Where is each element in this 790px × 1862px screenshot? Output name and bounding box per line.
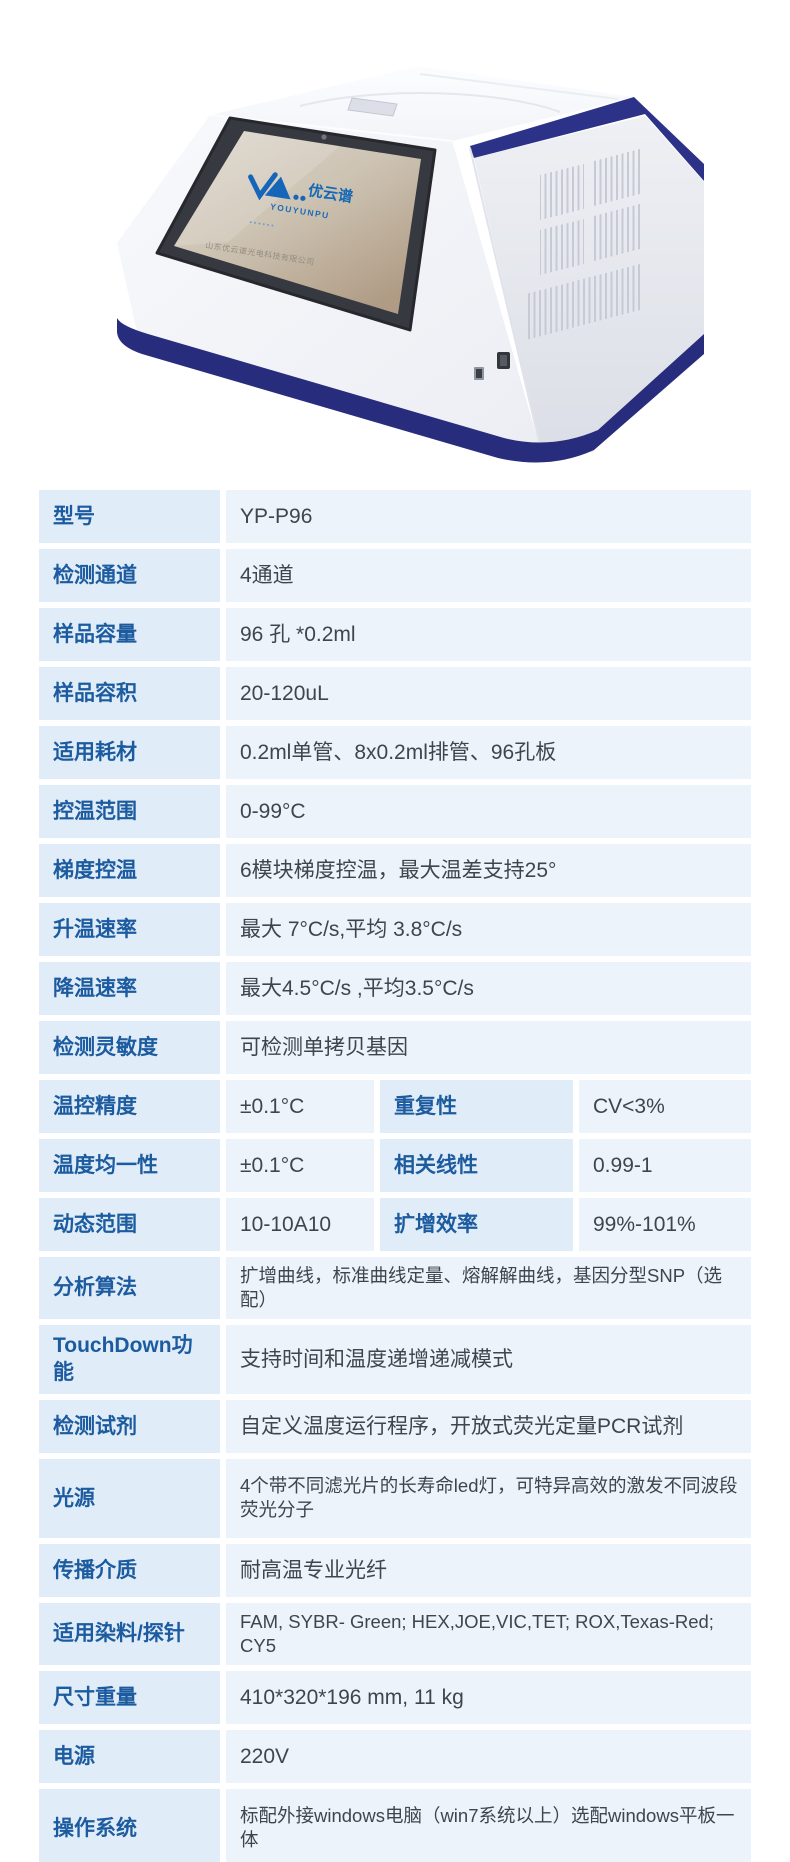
spec-row-gradient-control: 梯度控温 6模块梯度控温，最大温差支持25° bbox=[39, 844, 751, 897]
spec-label: 检测灵敏度 bbox=[39, 1021, 220, 1074]
spec-label: 样品容量 bbox=[39, 608, 220, 661]
logo-a-mark-icon bbox=[264, 176, 291, 200]
spec-row-analysis-algorithms: 分析算法 扩增曲线，标准曲线定量、熔解解曲线，基因分型SNP（选配） bbox=[39, 1257, 751, 1320]
spec-label: 型号 bbox=[39, 490, 220, 543]
spec-value: 96 孔 *0.2ml bbox=[226, 608, 751, 661]
spec-value: 0-99°C bbox=[226, 785, 751, 838]
vent-grille bbox=[540, 164, 584, 220]
spec-value: CV<3% bbox=[579, 1080, 751, 1133]
spec-value: 自定义温度运行程序，开放式荧光定量PCR试剂 bbox=[226, 1399, 751, 1453]
spec-row-light-source: 光源 4个带不同滤光片的长寿命led灯，可特异高效的激发不同波段荧光分子 bbox=[39, 1458, 751, 1538]
spec-label: 分析算法 bbox=[39, 1257, 220, 1320]
spec-row-cooling-rate: 降温速率 最大4.5°C/s ,平均3.5°C/s bbox=[39, 962, 751, 1015]
logo-dot-icon bbox=[300, 195, 306, 201]
spec-label: 检测通道 bbox=[39, 549, 220, 602]
spec-value: 0.99-1 bbox=[579, 1139, 751, 1192]
spec-value: FAM, SYBR- Green; HEX,JOE,VIC,TET; ROX,T… bbox=[226, 1602, 751, 1665]
spec-row-sensitivity: 检测灵敏度 可检测单拷贝基因 bbox=[39, 1021, 751, 1074]
top-edge-highlight bbox=[209, 114, 453, 142]
spec-label: 梯度控温 bbox=[39, 844, 220, 897]
camera-dot bbox=[321, 134, 327, 140]
spec-row-sample-capacity: 样品容量 96 孔 *0.2ml bbox=[39, 608, 751, 661]
spec-value: 4通道 bbox=[226, 549, 751, 602]
spec-label: TouchDown功能 bbox=[39, 1325, 220, 1394]
spec-label: 光源 bbox=[39, 1458, 220, 1538]
side-port-inner bbox=[500, 355, 507, 366]
spec-value: 最大 7°C/s,平均 3.8°C/s bbox=[226, 903, 751, 956]
spec-label: 扩增效率 bbox=[380, 1198, 573, 1251]
logo-dot-icon bbox=[293, 194, 299, 200]
touch-screen[interactable] bbox=[174, 131, 421, 314]
product-image: 优云谱 YOUYUNPU • • • • • • 山东优云谱光电科技有限公司 bbox=[0, 0, 790, 470]
spec-label: 控温范围 bbox=[39, 785, 220, 838]
spec-row-temp-range: 控温范围 0-99°C bbox=[39, 785, 751, 838]
spec-row-dyes-probes: 适用染料/探针 FAM, SYBR- Green; HEX,JOE,VIC,TE… bbox=[39, 1602, 751, 1665]
spec-value: 410*320*196 mm, 11 kg bbox=[226, 1670, 751, 1724]
spec-value: 标配外接windows电脑（win7系统以上）选配windows平板一体 bbox=[226, 1788, 751, 1862]
spec-value: 20-120uL bbox=[226, 667, 751, 720]
spec-row-medium: 传播介质 耐高温专业光纤 bbox=[39, 1543, 751, 1597]
spec-table: 型号 YP-P96 检测通道 4通道 样品容量 96 孔 *0.2ml 样品容积… bbox=[39, 490, 751, 1862]
blue-edge-stripe bbox=[470, 97, 704, 181]
spec-value: 4个带不同滤光片的长寿命led灯，可特异高效的激发不同波段荧光分子 bbox=[226, 1458, 751, 1538]
spec-label: 升温速率 bbox=[39, 903, 220, 956]
spec-row-model: 型号 YP-P96 bbox=[39, 490, 751, 543]
spec-value: ±0.1°C bbox=[226, 1139, 374, 1192]
device-top-face bbox=[210, 66, 634, 141]
spec-row-reagents: 检测试剂 自定义温度运行程序，开放式荧光定量PCR试剂 bbox=[39, 1399, 751, 1453]
spec-value: ±0.1°C bbox=[226, 1080, 374, 1133]
spec-label: 检测试剂 bbox=[39, 1399, 220, 1453]
logo-v-mark-icon bbox=[248, 172, 278, 201]
vent-grille bbox=[526, 264, 640, 340]
face-edge-line bbox=[469, 147, 541, 447]
spec-label: 相关线性 bbox=[380, 1139, 573, 1192]
spec-label: 电源 bbox=[39, 1729, 220, 1783]
spec-value: 220V bbox=[226, 1729, 751, 1783]
spec-value: YP-P96 bbox=[226, 490, 751, 543]
spec-label: 适用染料/探针 bbox=[39, 1602, 220, 1665]
spec-row-power: 电源 220V bbox=[39, 1729, 751, 1783]
spec-value: 99%-101% bbox=[579, 1198, 751, 1251]
vent-grille bbox=[540, 219, 584, 275]
spec-label: 尺寸重量 bbox=[39, 1670, 220, 1724]
spec-label: 动态范围 bbox=[39, 1198, 220, 1251]
spec-label: 重复性 bbox=[380, 1080, 573, 1133]
spec-label: 传播介质 bbox=[39, 1543, 220, 1597]
spec-row-uniformity-linearity: 温度均一性 ±0.1°C 相关线性 0.99-1 bbox=[39, 1139, 751, 1192]
lid-handle bbox=[347, 97, 398, 117]
spec-row-heating-rate: 升温速率 最大 7°C/s,平均 3.8°C/s bbox=[39, 903, 751, 956]
lid-seam bbox=[299, 92, 561, 113]
spec-row-accuracy-repeatability: 温控精度 ±0.1°C 重复性 CV<3% bbox=[39, 1080, 751, 1133]
spec-label: 降温速率 bbox=[39, 962, 220, 1015]
spec-value: 耐高温专业光纤 bbox=[226, 1543, 751, 1597]
spec-value: 0.2ml单管、8x0.2ml排管、96孔板 bbox=[226, 726, 751, 779]
pcr-device-illustration: 优云谱 YOUYUNPU • • • • • • 山东优云谱光电科技有限公司 bbox=[117, 66, 704, 463]
spec-label: 温度均一性 bbox=[39, 1139, 220, 1192]
lid-seam-2 bbox=[419, 73, 619, 100]
spec-row-detection-channels: 检测通道 4通道 bbox=[39, 549, 751, 602]
vent-grille bbox=[594, 204, 640, 261]
spec-value: 可检测单拷贝基因 bbox=[226, 1021, 751, 1074]
spec-value: 6模块梯度控温，最大温差支持25° bbox=[226, 844, 751, 897]
spec-label: 适用耗材 bbox=[39, 726, 220, 779]
usb-port-inner bbox=[476, 369, 482, 378]
spec-row-dynamic-range-efficiency: 动态范围 10-10A10 扩增效率 99%-101% bbox=[39, 1198, 751, 1251]
spec-value: 扩增曲线，标准曲线定量、熔解解曲线，基因分型SNP（选配） bbox=[226, 1257, 751, 1320]
spec-row-touchdown: TouchDown功能 支持时间和温度递增递减模式 bbox=[39, 1325, 751, 1394]
spec-value: 支持时间和温度递增递减模式 bbox=[226, 1325, 751, 1394]
spec-label: 温控精度 bbox=[39, 1080, 220, 1133]
vent-grille bbox=[594, 149, 640, 206]
spec-row-dimensions-weight: 尺寸重量 410*320*196 mm, 11 kg bbox=[39, 1670, 751, 1724]
spec-row-os: 操作系统 标配外接windows电脑（win7系统以上）选配windows平板一… bbox=[39, 1788, 751, 1862]
spec-row-sample-volume: 样品容积 20-120uL bbox=[39, 667, 751, 720]
spec-value: 最大4.5°C/s ,平均3.5°C/s bbox=[226, 962, 751, 1015]
spec-label: 样品容积 bbox=[39, 667, 220, 720]
spec-row-consumables: 适用耗材 0.2ml单管、8x0.2ml排管、96孔板 bbox=[39, 726, 751, 779]
spec-label: 操作系统 bbox=[39, 1788, 220, 1862]
spec-value: 10-10A10 bbox=[226, 1198, 374, 1251]
screen-dots: • • • • • • bbox=[249, 219, 275, 230]
